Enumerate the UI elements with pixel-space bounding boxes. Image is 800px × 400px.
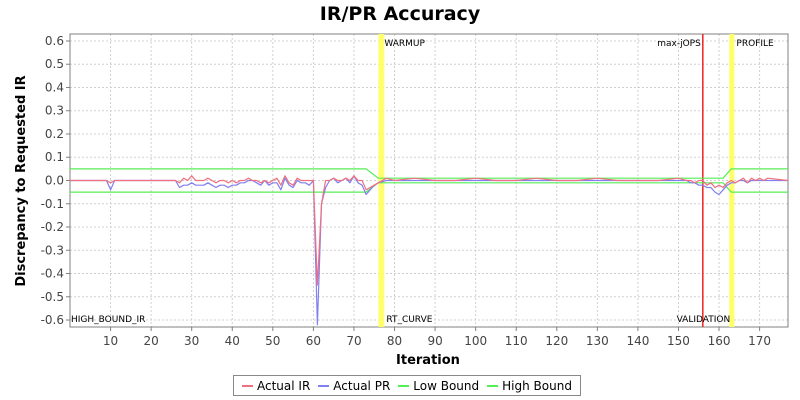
legend-swatch-actual-pr (318, 384, 330, 387)
y-tick-label: 0.1 (45, 150, 64, 164)
x-tick-label: 120 (545, 334, 568, 348)
series-line-actual-ir (70, 175, 789, 286)
x-tick-label: 110 (505, 334, 528, 348)
phase-markers: WARMUP RT_CURVE max-jOPS VALIDATION PROFILE H… (71, 34, 774, 327)
x-tick-label: 50 (265, 334, 280, 348)
legend-item-high-bound: High Bound (487, 379, 572, 393)
x-tick-label: 140 (626, 334, 649, 348)
x-tick-label: 60 (306, 334, 321, 348)
x-tick-label: 100 (464, 334, 487, 348)
marker-label: RT_CURVE (386, 315, 432, 325)
legend-swatch-low-bound (398, 384, 410, 387)
y-tick-label: -0.6 (41, 313, 64, 327)
x-axis-label: Iteration (396, 353, 460, 368)
marker-label: HIGH_BOUND_IR (71, 315, 145, 325)
x-tick-label: 90 (427, 334, 442, 348)
legend-swatch-high-bound (487, 384, 499, 387)
legend-label-actual-ir: Actual IR (257, 378, 311, 393)
legend-label-actual-pr: Actual PR (333, 378, 391, 393)
legend-item-actual-pr: Actual PR (318, 379, 390, 393)
legend-swatch-actual-ir (242, 384, 253, 387)
x-tick-label: 150 (667, 334, 690, 348)
y-tick-label: -0.3 (41, 243, 64, 257)
legend-label-low-bound: Low Bound (413, 378, 480, 393)
grid-lines (70, 34, 788, 327)
x-tick-label: 170 (748, 334, 771, 348)
y-tick-label: 0.0 (45, 174, 64, 188)
x-tick-label: 130 (586, 334, 609, 348)
marker-label: WARMUP (384, 39, 425, 49)
legend-item-low-bound: Low Bound (398, 379, 479, 393)
legend-item-actual-ir: Actual IR (242, 379, 310, 393)
chart-title: IR/PR Accuracy (320, 3, 481, 25)
x-tick-label: 40 (225, 334, 240, 348)
x-tick-label: 10 (103, 334, 118, 348)
y-tick-label: 0.3 (45, 104, 64, 118)
y-tick-label: -0.2 (41, 220, 64, 234)
y-tick-label: 0.5 (45, 57, 64, 71)
x-tick-label: 80 (387, 334, 402, 348)
y-tick-label: -0.1 (41, 197, 64, 211)
legend: Actual IR Actual PR Low Bound High Bound (233, 375, 581, 396)
y-tick-label: -0.4 (41, 267, 64, 281)
series-lines (70, 168, 789, 326)
series-line-low-bound (70, 182, 788, 193)
series-line-high-bound (70, 168, 788, 179)
marker-label: VALIDATION (677, 315, 731, 325)
x-tick-label: 160 (708, 334, 731, 348)
x-tick-label: 70 (346, 334, 361, 348)
y-tick-label: -0.5 (41, 290, 64, 304)
y-tick-labels: 0.6 0.5 0.4 0.3 0.2 0.1 0.0 -0.1 -0.2 -0.3 -0.4 -0.… (41, 34, 70, 327)
marker-label: PROFILE (736, 39, 774, 49)
marker-label: max-jOPS (657, 39, 701, 49)
x-tick-label: 30 (184, 334, 199, 348)
y-tick-label: 0.2 (45, 127, 64, 141)
x-tick-label: 20 (143, 334, 158, 348)
y-axis-label: Discrepancy to Requested IR (14, 75, 29, 286)
series-line-actual-pr (70, 175, 788, 326)
y-tick-label: 0.6 (45, 34, 64, 48)
y-tick-label: 0.4 (45, 80, 64, 94)
legend-label-high-bound: High Bound (502, 378, 572, 393)
x-tick-labels: 10 20 30 40 50 60 70 80 90 100 110 120 130 140 150 160 1… (103, 327, 771, 348)
